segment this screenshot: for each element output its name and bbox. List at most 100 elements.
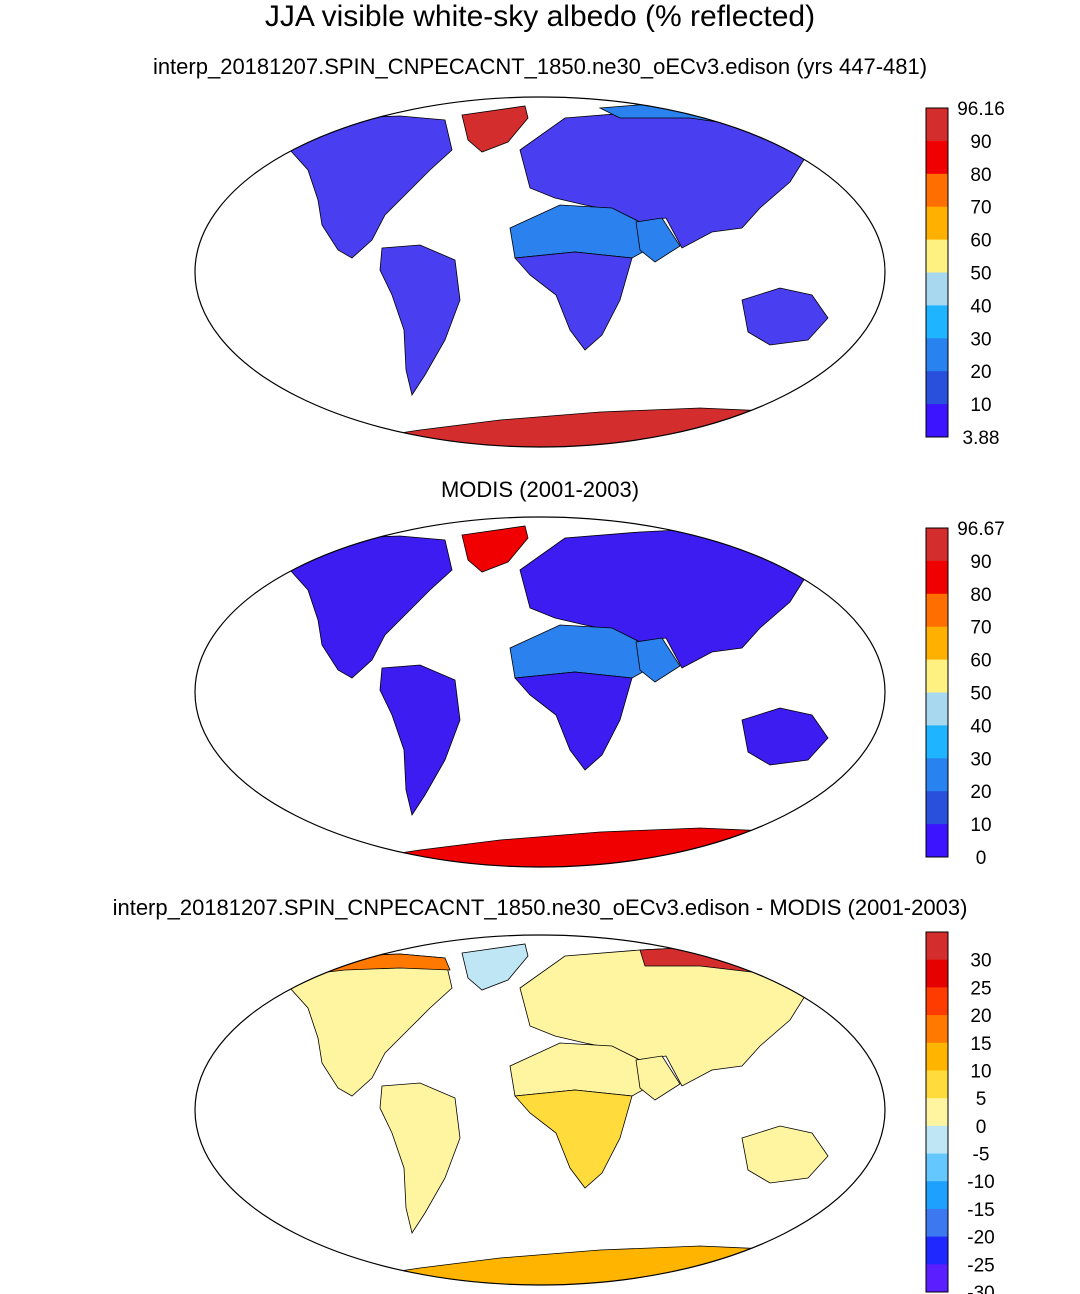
colorbar-3-label: -5 bbox=[973, 1145, 990, 1166]
colorbar-1-label: 10 bbox=[970, 395, 991, 416]
colorbar-3-label: 25 bbox=[970, 978, 991, 999]
colorbar-2-label: 90 bbox=[970, 552, 991, 573]
colorbar-3-label: -25 bbox=[967, 1255, 994, 1276]
colorbar-1-label: 30 bbox=[970, 329, 991, 350]
colorbar-2-swatch bbox=[926, 725, 948, 759]
colorbar-3-label: 20 bbox=[970, 1006, 991, 1027]
colorbar-1-label: 40 bbox=[970, 296, 991, 317]
colorbar-1-label: 20 bbox=[970, 362, 991, 383]
colorbar-2-label: 10 bbox=[970, 815, 991, 836]
colorbar-3-label: -20 bbox=[967, 1228, 994, 1249]
colorbar-1-swatch bbox=[926, 173, 948, 208]
south-america bbox=[379, 1082, 461, 1234]
greenland bbox=[461, 105, 529, 153]
africa-south bbox=[514, 1089, 633, 1189]
australia bbox=[741, 1125, 829, 1184]
colorbar-3-swatch bbox=[926, 1208, 948, 1238]
colorbar-3-label: 30 bbox=[970, 951, 991, 972]
colorbar-3-swatch bbox=[926, 1236, 948, 1265]
arabia bbox=[635, 1055, 681, 1101]
colorbar-1-swatch bbox=[926, 108, 948, 142]
africa-south bbox=[514, 251, 633, 351]
colorbar-2-swatch bbox=[926, 528, 948, 562]
north-america bbox=[289, 115, 453, 259]
colorbar-3-label: 10 bbox=[970, 1061, 991, 1082]
colorbar-3-label: -30 bbox=[967, 1283, 994, 1294]
map-3-border bbox=[194, 934, 886, 1286]
colorbar-2-label: 0 bbox=[976, 848, 987, 869]
panel-2-title: MODIS (2001-2003) bbox=[440, 477, 640, 502]
map-2-border bbox=[194, 516, 886, 868]
colorbar-3-swatch bbox=[926, 1264, 948, 1293]
colorbar-1-swatch bbox=[926, 338, 948, 372]
colorbar-1-swatch bbox=[926, 272, 948, 306]
colorbar-3-swatch bbox=[926, 932, 948, 961]
colorbar-1-frame bbox=[925, 107, 949, 438]
colorbar-2-swatch bbox=[926, 560, 948, 595]
north-america bbox=[289, 535, 453, 679]
colorbar-2: 96.67 90 80 70 60 50 40 30 20 10 0 bbox=[925, 519, 1005, 869]
colorbar-1-swatch bbox=[926, 404, 948, 438]
colorbar-3-swatch bbox=[926, 1015, 948, 1044]
map-1-border bbox=[194, 96, 886, 448]
panel-3-title: interp_20181207.SPIN_CNPECACNT_1850.ne30… bbox=[112, 895, 968, 920]
antarctica bbox=[319, 1245, 791, 1285]
map-panel-2 bbox=[194, 516, 886, 868]
colorbar-2-label: 80 bbox=[970, 585, 991, 606]
colorbar-3-swatch bbox=[926, 1125, 948, 1155]
antarctica bbox=[319, 407, 791, 447]
colorbar-1-swatch bbox=[926, 305, 948, 339]
colorbar-1-label: 50 bbox=[970, 264, 991, 285]
greenland bbox=[461, 943, 529, 991]
map-3-continents bbox=[289, 943, 829, 1285]
colorbar-3-swatch bbox=[926, 1181, 948, 1210]
africa-south bbox=[514, 671, 633, 771]
south-america bbox=[379, 664, 461, 816]
map-1-continents bbox=[289, 99, 829, 447]
colorbar-3-label: 5 bbox=[976, 1089, 987, 1110]
south-america bbox=[379, 244, 461, 396]
colorbar-2-label: 20 bbox=[970, 782, 991, 803]
colorbar-1-label: 80 bbox=[970, 165, 991, 186]
colorbar-3-frame bbox=[925, 931, 949, 1293]
colorbar-2-swatch bbox=[926, 824, 948, 858]
colorbar-3: 30 25 20 15 10 5 0 -5 -10 -15 -20 -25 -30 bbox=[925, 931, 995, 1294]
colorbar-2-swatch bbox=[926, 692, 948, 726]
main-title: JJA visible white-sky albedo (% reflecte… bbox=[264, 0, 816, 33]
map-panel-1 bbox=[194, 96, 886, 448]
colorbar-2-label: 30 bbox=[970, 749, 991, 770]
colorbar-3-label: 0 bbox=[976, 1117, 987, 1138]
colorbar-1-label: 90 bbox=[970, 132, 991, 153]
colorbar-3-swatch bbox=[926, 1042, 948, 1071]
colorbar-3-swatch bbox=[926, 987, 948, 1016]
colorbar-2-label: 40 bbox=[970, 716, 991, 737]
colorbar-2-label: 50 bbox=[970, 684, 991, 705]
colorbar-2-label: 96.67 bbox=[957, 519, 1005, 540]
colorbar-3-label: 15 bbox=[970, 1034, 991, 1055]
colorbar-2-swatch bbox=[926, 758, 948, 792]
australia bbox=[741, 287, 829, 346]
colorbar-3-swatch bbox=[926, 1070, 948, 1099]
colorbar-1-swatch bbox=[926, 239, 948, 273]
colorbar-1-label: 70 bbox=[970, 198, 991, 219]
arabia bbox=[635, 637, 681, 683]
colorbar-1-swatch bbox=[926, 140, 948, 175]
colorbar-2-label: 70 bbox=[970, 618, 991, 639]
colorbar-3-label: -10 bbox=[967, 1172, 994, 1193]
colorbar-1-label: 96.16 bbox=[957, 99, 1005, 120]
colorbar-2-frame bbox=[925, 527, 949, 858]
colorbar-2-swatch bbox=[926, 791, 948, 825]
colorbar-3-label: -15 bbox=[967, 1200, 994, 1221]
colorbar-3-swatch bbox=[926, 959, 948, 988]
colorbar-3-swatch bbox=[926, 1098, 948, 1127]
antarctica bbox=[319, 827, 791, 867]
australia bbox=[741, 707, 829, 766]
north-america bbox=[289, 953, 453, 1097]
greenland bbox=[461, 525, 529, 573]
colorbar-1: 96.16 90 80 70 60 50 40 30 20 10 3.88 bbox=[925, 99, 1005, 449]
colorbars: 96.16 90 80 70 60 50 40 30 20 10 3.88 96.67 90 80 70 60… bbox=[925, 99, 1005, 1294]
panel-1-title: interp_20181207.SPIN_CNPECACNT_1850.ne30… bbox=[152, 54, 928, 79]
colorbar-1-label: 3.88 bbox=[963, 428, 1000, 449]
colorbar-1-label: 60 bbox=[970, 231, 991, 252]
